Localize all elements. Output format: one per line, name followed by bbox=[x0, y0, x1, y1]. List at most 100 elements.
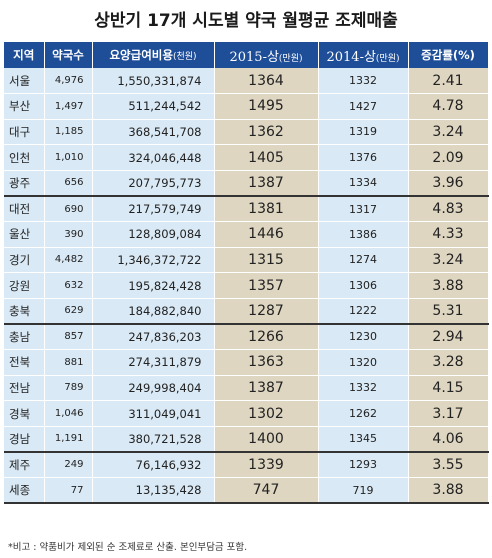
table-row: 경남 1,191 380,721,528 1400 1345 4.06 bbox=[4, 426, 489, 453]
cell-pharmacies: 857 bbox=[44, 322, 93, 351]
header-cost: 요양급여비용(천원) bbox=[92, 42, 215, 68]
cell-cost: 311,049,041 bbox=[92, 400, 215, 427]
cell-y2014: 1332 bbox=[318, 68, 409, 95]
cell-cost: 324,046,448 bbox=[92, 144, 215, 171]
cell-y2014: 1320 bbox=[318, 349, 409, 376]
cell-region: 부산 bbox=[4, 93, 45, 120]
cell-y2014: 1306 bbox=[318, 272, 409, 299]
cell-pharmacies: 690 bbox=[44, 194, 93, 223]
cell-y2015: 1387 bbox=[214, 170, 319, 197]
header-rate: 증감률(%) bbox=[408, 42, 489, 68]
cell-y2015: 1381 bbox=[214, 194, 319, 223]
cell-y2014: 1319 bbox=[318, 119, 409, 146]
cell-rate: 4.15 bbox=[408, 375, 489, 402]
cell-y2015: 1357 bbox=[214, 272, 319, 299]
cell-y2015: 1339 bbox=[214, 450, 319, 478]
cell-region: 제주 bbox=[4, 450, 45, 478]
cell-y2014: 1293 bbox=[318, 450, 409, 478]
cell-rate: 3.96 bbox=[408, 170, 489, 197]
cell-y2015: 1387 bbox=[214, 375, 319, 402]
table-row: 부산 1,497 511,244,542 1495 1427 4.78 bbox=[4, 93, 489, 120]
cell-pharmacies: 789 bbox=[44, 375, 93, 402]
cell-cost: 184,882,840 bbox=[92, 298, 215, 325]
table-row: 광주 656 207,795,773 1387 1334 3.96 bbox=[4, 170, 489, 197]
cell-y2014: 1345 bbox=[318, 426, 409, 453]
cell-cost: 76,146,932 bbox=[92, 450, 215, 478]
cell-y2014: 1376 bbox=[318, 144, 409, 171]
header-2014: 2014-상(만원) bbox=[318, 42, 409, 68]
cell-y2014: 1317 bbox=[318, 194, 409, 223]
cell-cost: 217,579,749 bbox=[92, 194, 215, 223]
cell-region: 전북 bbox=[4, 349, 45, 376]
cell-rate: 5.31 bbox=[408, 298, 489, 325]
cell-cost: 13,135,428 bbox=[92, 477, 215, 505]
cell-cost: 247,836,203 bbox=[92, 322, 215, 351]
header-region: 지역 bbox=[4, 42, 45, 68]
cell-rate: 2.09 bbox=[408, 144, 489, 171]
header-pharmacies: 약국수 bbox=[44, 42, 93, 68]
cell-y2014: 1222 bbox=[318, 298, 409, 325]
cell-y2015: 1405 bbox=[214, 144, 319, 171]
cell-y2014: 719 bbox=[318, 477, 409, 505]
cell-rate: 3.88 bbox=[408, 272, 489, 299]
cell-pharmacies: 1,010 bbox=[44, 144, 93, 171]
cell-cost: 511,244,542 bbox=[92, 93, 215, 120]
cell-cost: 249,998,404 bbox=[92, 375, 215, 402]
cell-pharmacies: 1,191 bbox=[44, 426, 93, 453]
header-2015: 2015-상(만원) bbox=[214, 42, 319, 68]
table-row: 대전 690 217,579,749 1381 1317 4.83 bbox=[4, 194, 489, 223]
cell-region: 대전 bbox=[4, 194, 45, 223]
cell-y2015: 747 bbox=[214, 477, 319, 505]
table-row: 제주 249 76,146,932 1339 1293 3.55 bbox=[4, 450, 489, 478]
cell-y2014: 1274 bbox=[318, 247, 409, 274]
cell-region: 울산 bbox=[4, 221, 45, 248]
cell-rate: 3.88 bbox=[408, 477, 489, 505]
table-row: 경기 4,482 1,346,372,722 1315 1274 3.24 bbox=[4, 247, 489, 274]
cell-pharmacies: 390 bbox=[44, 221, 93, 248]
table-row: 경북 1,046 311,049,041 1302 1262 3.17 bbox=[4, 400, 489, 427]
cell-region: 전남 bbox=[4, 375, 45, 402]
cell-pharmacies: 1,046 bbox=[44, 400, 93, 427]
cell-region: 충북 bbox=[4, 298, 45, 325]
cell-cost: 380,721,528 bbox=[92, 426, 215, 453]
cell-y2015: 1400 bbox=[214, 426, 319, 453]
cell-pharmacies: 632 bbox=[44, 272, 93, 299]
cell-pharmacies: 4,976 bbox=[44, 68, 93, 95]
table-row: 전북 881 274,311,879 1363 1320 3.28 bbox=[4, 349, 489, 376]
cell-rate: 2.41 bbox=[408, 68, 489, 95]
cell-pharmacies: 77 bbox=[44, 477, 93, 505]
cell-pharmacies: 656 bbox=[44, 170, 93, 197]
cell-region: 서울 bbox=[4, 68, 45, 95]
cell-y2014: 1230 bbox=[318, 322, 409, 351]
cell-pharmacies: 249 bbox=[44, 450, 93, 478]
cell-rate: 4.83 bbox=[408, 194, 489, 223]
footnote: *비고 : 약품비가 제외된 순 조제료로 산출. 본인부담금 포함. bbox=[8, 542, 248, 553]
cell-pharmacies: 881 bbox=[44, 349, 93, 376]
cell-region: 인천 bbox=[4, 144, 45, 171]
cell-y2015: 1495 bbox=[214, 93, 319, 120]
cell-region: 경기 bbox=[4, 247, 45, 274]
cell-pharmacies: 4,482 bbox=[44, 247, 93, 274]
cell-rate: 4.06 bbox=[408, 426, 489, 453]
cell-y2014: 1386 bbox=[318, 221, 409, 248]
table-row: 충남 857 247,836,203 1266 1230 2.94 bbox=[4, 322, 489, 351]
cell-y2015: 1315 bbox=[214, 247, 319, 274]
cell-pharmacies: 1,497 bbox=[44, 93, 93, 120]
cell-y2015: 1266 bbox=[214, 322, 319, 351]
cell-cost: 274,311,879 bbox=[92, 349, 215, 376]
cell-pharmacies: 1,185 bbox=[44, 119, 93, 146]
cell-cost: 207,795,773 bbox=[92, 170, 215, 197]
cell-rate: 3.55 bbox=[408, 450, 489, 478]
cell-y2015: 1302 bbox=[214, 400, 319, 427]
cell-region: 경남 bbox=[4, 426, 45, 453]
table-row: 강원 632 195,824,428 1357 1306 3.88 bbox=[4, 272, 489, 299]
table-row: 세종 77 13,135,428 747 719 3.88 bbox=[4, 477, 489, 505]
cell-y2015: 1446 bbox=[214, 221, 319, 248]
cell-rate: 4.33 bbox=[408, 221, 489, 248]
header-2014-unit: (만원) bbox=[375, 53, 400, 64]
cell-rate: 4.78 bbox=[408, 93, 489, 120]
cell-rate: 3.17 bbox=[408, 400, 489, 427]
table-row: 서울 4,976 1,550,331,874 1364 1332 2.41 bbox=[4, 68, 489, 95]
cell-y2015: 1362 bbox=[214, 119, 319, 146]
cell-region: 세종 bbox=[4, 477, 45, 505]
